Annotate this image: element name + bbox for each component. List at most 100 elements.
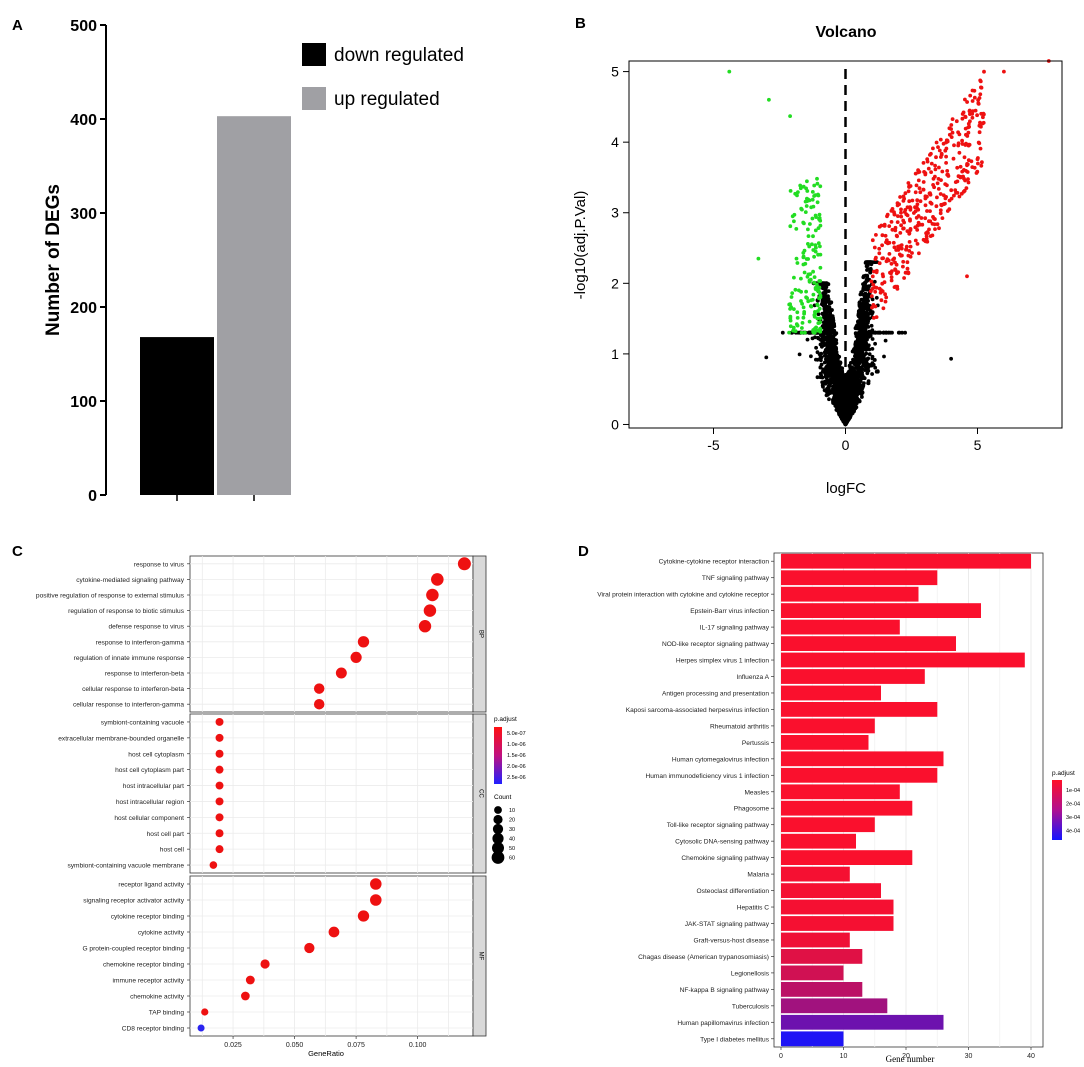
b-point [818,265,823,270]
b-point [888,270,892,275]
b-point [826,289,831,293]
b-point [979,85,984,90]
b-point [871,362,876,367]
b-point [801,315,806,320]
b-point [830,361,835,366]
c-dot-symbiont-containing-vacuole-membrane [209,861,218,869]
b-point [818,184,823,189]
c-term-label: CD8 receptor binding [122,1026,185,1033]
b-point [801,251,806,255]
b-point [928,200,933,205]
d-bar-phagosome [781,800,913,816]
b-point [935,195,939,200]
b-x-tick-label: 0 [842,437,850,453]
b-point [862,295,867,299]
b-point [921,161,926,165]
b-point [960,142,965,146]
b-point [964,186,969,191]
b-point [837,354,842,359]
b-point [795,310,800,315]
b-point [846,410,851,415]
b-point [821,286,825,291]
b-point [813,287,818,291]
b-point [869,267,873,272]
b-point [815,375,820,380]
c-term-label: positive regulation of response to exter… [36,593,185,600]
c-term-label: cellular response to interferon-gamma [73,702,184,709]
c-term-label: cellular response to interferon-beta [82,686,184,693]
d-category-label: Human papillomavirus infection [677,1020,769,1027]
b-point [816,252,820,257]
c-term-label: G protein-coupled receptor binding [82,946,184,953]
b-point [916,207,921,212]
b-point [823,290,828,295]
b-point [906,181,911,185]
b-point [805,179,809,184]
b-point [883,233,888,238]
b-point [949,127,953,131]
b-point [873,289,878,294]
b-point [961,189,966,194]
b-point [828,347,832,352]
d-category-label: Graft-versus-host disease [694,937,770,944]
b-point [912,211,916,215]
b-point [793,287,798,292]
b-point [977,130,982,135]
b-point [856,319,861,324]
b-point [822,306,827,311]
b-point [803,330,807,335]
b-point [870,310,875,315]
b-point [764,355,769,360]
d-color-bar [1052,780,1062,840]
b-point [892,212,897,217]
b-point [839,404,843,409]
d-category-label: Pertussis [742,740,770,747]
b-point [880,243,884,248]
b-point [949,188,954,193]
d-bar-legionellosis [781,965,844,981]
b-point [898,231,903,235]
b-point [839,397,844,402]
b-point [867,331,872,336]
b-point [866,364,871,369]
c-size-legend-title: Count [494,794,512,801]
a-y-axis-title: Number of DEGs [43,184,64,336]
b-point [910,198,915,203]
b-point [883,292,887,297]
b-point [969,159,974,164]
b-point [858,329,862,333]
b-point [822,360,827,365]
b-point [965,274,969,279]
b-point [868,270,873,275]
c-dot-cellular-response-to-interferon-beta [313,683,325,694]
b-point [982,69,986,74]
d-x-tick-label: 0 [779,1053,783,1060]
b-point [830,316,834,320]
b-point [908,217,912,222]
b-point [913,238,918,243]
b-point [874,233,878,237]
b-point [923,171,928,176]
b-point [863,281,868,285]
b-point [965,163,969,168]
b-point [977,123,982,128]
b-point [870,354,875,359]
b-point [858,306,863,311]
c-term-label: defense response to virus [108,624,184,631]
b-point [945,139,950,144]
d-bar-measles [781,784,900,800]
b-point [821,281,826,286]
b-point [889,278,894,283]
b-point [822,336,827,340]
b-point [874,268,879,273]
c-strip-label: MF [478,952,484,961]
b-point [817,212,822,217]
b-point [809,205,814,210]
b-point [852,378,857,382]
b-point [861,275,866,280]
c-size-legend-label: 40 [509,837,515,843]
b-point [822,368,827,372]
b-point [848,405,852,410]
b-point [834,387,838,392]
b-point [885,212,890,217]
